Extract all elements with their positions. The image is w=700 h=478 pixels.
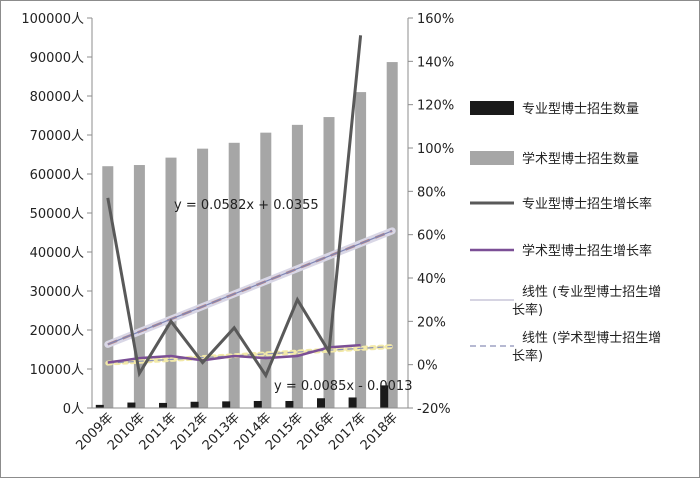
right-tick-label: 20% xyxy=(417,315,446,330)
legend-label: 学术型博士招生增长率 xyxy=(522,243,652,259)
left-tick-label: 100000人 xyxy=(21,12,84,27)
bar-professional xyxy=(380,385,389,408)
right-tick-label: 60% xyxy=(417,229,446,244)
bar-academic xyxy=(228,142,240,409)
bar-professional xyxy=(253,400,262,408)
bar-professional xyxy=(285,400,294,408)
bar-academic xyxy=(355,92,367,408)
trendline-academic xyxy=(107,345,393,364)
left-tick-label: 0人 xyxy=(63,402,84,417)
bar-academic xyxy=(133,165,145,408)
bar-academic xyxy=(323,117,335,408)
right-tick-label: 140% xyxy=(417,55,454,70)
legend-label: 长率) xyxy=(512,348,543,364)
left-tick-label: 10000人 xyxy=(30,363,84,378)
bar-professional xyxy=(348,397,357,408)
bar-academic xyxy=(165,157,177,408)
bar-professional xyxy=(159,402,167,408)
bar-professional xyxy=(95,404,104,408)
legend-label: 专业型博士招生数量 xyxy=(522,102,639,117)
line-professional-growth xyxy=(106,35,363,379)
trend-equation-professional: y = 0.0582x + 0.0355 xyxy=(174,198,319,213)
left-tick-label: 40000人 xyxy=(30,246,84,261)
left-tick-label: 90000人 xyxy=(30,51,84,66)
right-tick-label: 0% xyxy=(417,359,438,374)
legend-label: 长率) xyxy=(512,302,543,318)
legend-label: 线性 (学术型博士招生增 xyxy=(522,330,661,346)
legend-swatch xyxy=(470,151,514,165)
bar-academic xyxy=(197,148,209,408)
bar-professional xyxy=(222,401,231,408)
right-tick-label: 40% xyxy=(417,272,446,287)
bar-academic xyxy=(102,166,114,408)
legend-label: 线性 (专业型博士招生增 xyxy=(522,285,661,300)
right-tick-label: 160% xyxy=(417,12,454,27)
right-tick-label: -20% xyxy=(417,402,451,417)
left-tick-label: 30000人 xyxy=(30,285,84,300)
right-tick-label: 100% xyxy=(417,142,454,157)
legend-label: 学术型博士招生数量 xyxy=(522,151,639,167)
bar-professional xyxy=(190,401,199,408)
left-tick-label: 50000人 xyxy=(30,207,84,222)
right-tick-label: 80% xyxy=(417,185,446,200)
left-tick-label: 70000人 xyxy=(30,129,84,144)
bar-academic xyxy=(386,62,398,408)
trend-equation-academic: y = 0.0085x - 0.0013 xyxy=(274,379,412,394)
bar-professional xyxy=(317,398,325,408)
left-tick-label: 80000人 xyxy=(30,90,84,105)
left-tick-label: 20000人 xyxy=(30,324,84,339)
legend-label: 专业型博士招生增长率 xyxy=(522,196,652,212)
left-tick-label: 60000人 xyxy=(30,168,84,183)
right-tick-label: 120% xyxy=(417,99,454,114)
bar-professional xyxy=(127,402,136,408)
bar-academic xyxy=(260,132,272,408)
trendline-professional xyxy=(107,230,393,345)
legend-swatch xyxy=(470,101,514,115)
